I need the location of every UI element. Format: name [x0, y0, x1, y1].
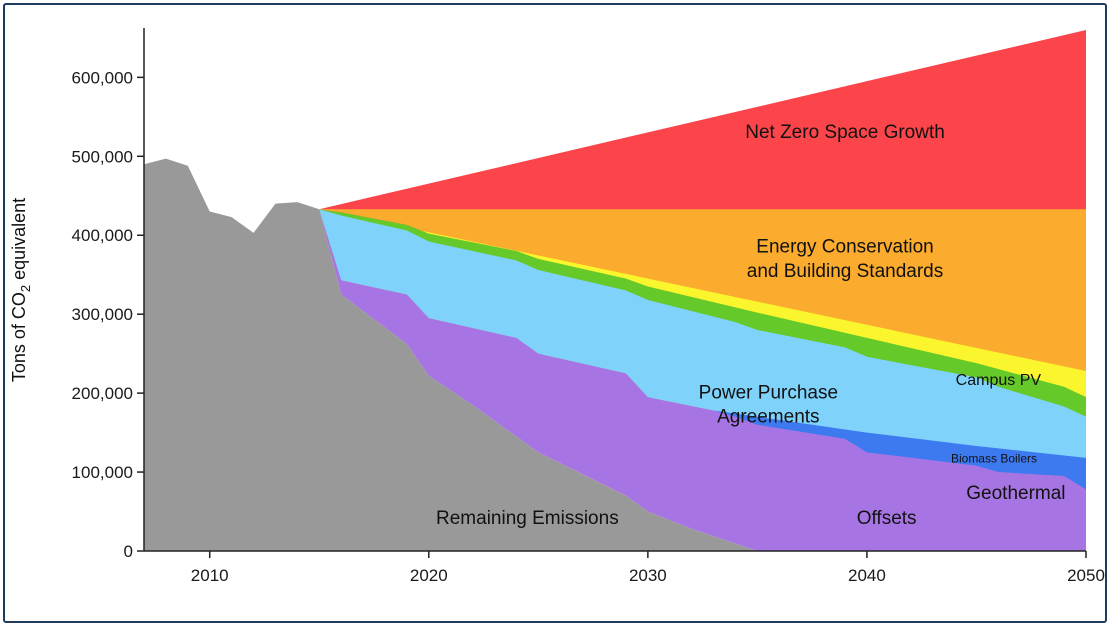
area-layers	[144, 30, 1086, 552]
x-tick-label: 2030	[629, 566, 667, 585]
y-tick-label: 0	[124, 542, 133, 561]
y-tick-label: 100,000	[72, 463, 133, 482]
area-label: Power Purchase	[699, 383, 838, 404]
area-label: Geothermal	[966, 483, 1065, 504]
area-label: Offsets	[857, 508, 917, 529]
y-tick-label: 300,000	[72, 305, 133, 324]
y-tick-label: 600,000	[72, 68, 133, 87]
y-tick-label: 200,000	[72, 384, 133, 403]
area-label: Net Zero Space Growth	[745, 122, 945, 143]
area-label: Campus PV	[956, 372, 1042, 389]
y-tick-label: 500,000	[72, 147, 133, 166]
x-tick-label: 2050	[1067, 566, 1105, 585]
area-energy-conservation-and-building-standards	[319, 209, 1086, 398]
area-label: and Building Standards	[747, 261, 943, 282]
y-axis-label-prefix: Tons of CO	[9, 292, 29, 382]
y-tick-label: 400,000	[72, 226, 133, 245]
x-tick-label: 2040	[848, 566, 886, 585]
y-axis-label-sub: 2	[18, 285, 33, 292]
x-tick-label: 2020	[410, 566, 448, 585]
area-label: Remaining Emissions	[436, 508, 619, 529]
y-axis-label-suffix: equivalent	[9, 198, 29, 285]
axes: 0 100,000 200,000 300,000 400,000 500,000 600,…	[72, 28, 1105, 585]
area-label: Biomass Boilers	[951, 452, 1037, 466]
area-offsets	[319, 209, 1086, 551]
area-remaining-emissions	[144, 158, 1086, 552]
x-tick-label: 2010	[191, 566, 229, 585]
area-label: Agreements	[717, 406, 819, 427]
area-biomass-boilers	[319, 209, 1086, 490]
y-axis-label: Tons of CO2 equivalent	[9, 198, 33, 382]
area-label: Energy Conservation	[756, 237, 933, 258]
area-labels: Net Zero Space Growth Energy Conservation…	[436, 122, 1066, 529]
